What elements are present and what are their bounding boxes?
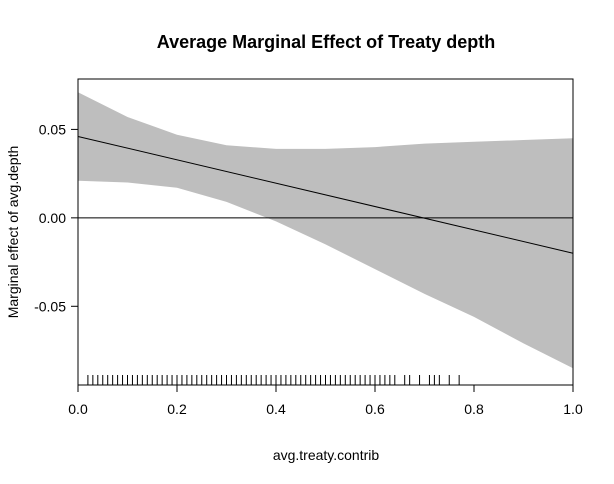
plot-frame <box>77 78 574 386</box>
x-tick-label: 0.6 <box>365 401 385 417</box>
x-tick-label: 0.4 <box>266 401 286 417</box>
x-tick-label: 0.0 <box>68 401 88 417</box>
y-axis-label: Marginal effect of avg.depth <box>5 146 21 319</box>
x-axis: 0.0 0.2 0.4 0.6 0.8 1.0 <box>68 385 583 417</box>
estimate-line <box>77 135 574 254</box>
y-tick-label: -0.05 <box>34 298 66 314</box>
chart-title: Average Marginal Effect of Treaty depth <box>157 32 495 52</box>
x-tick-label: 1.0 <box>563 401 583 417</box>
y-axis: 0.05 0.00 -0.05 <box>34 121 78 314</box>
rug-marks <box>87 375 460 385</box>
y-tick-label: 0.05 <box>39 121 66 137</box>
plot-area <box>77 78 574 386</box>
x-tick-label: 0.8 <box>464 401 484 417</box>
y-tick-label: 0.00 <box>39 210 66 226</box>
confidence-band <box>78 92 573 369</box>
x-tick-label: 0.2 <box>167 401 187 417</box>
x-axis-label: avg.treaty.contrib <box>273 447 380 463</box>
